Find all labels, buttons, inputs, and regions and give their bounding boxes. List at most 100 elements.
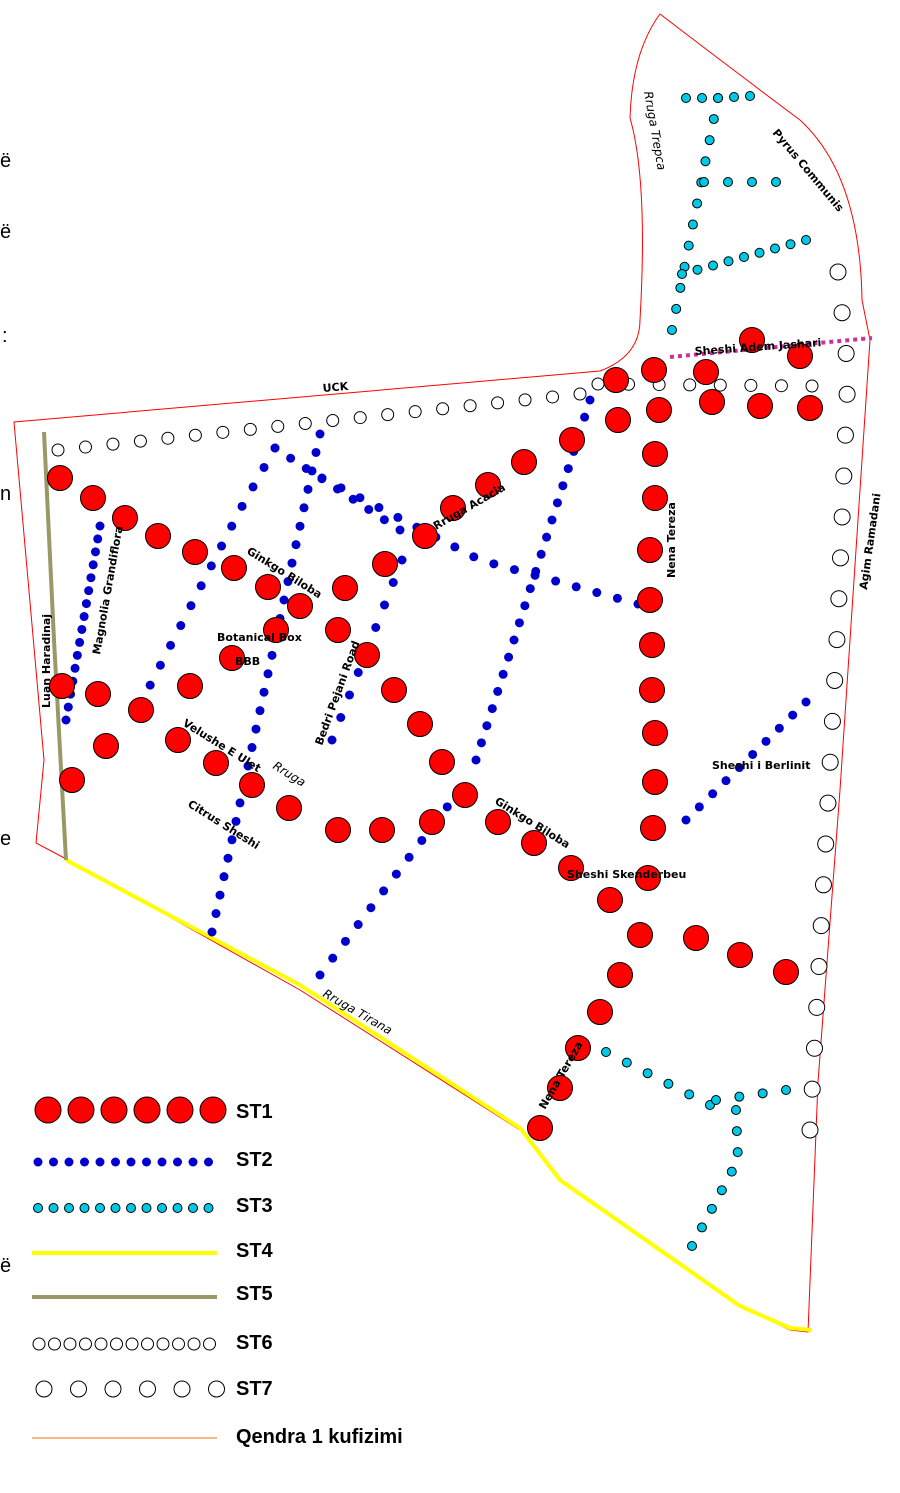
- st3-dot: [781, 1085, 791, 1095]
- st1-tree: [381, 677, 407, 703]
- st7-circle: [801, 1121, 819, 1139]
- st3-dot: [747, 177, 757, 187]
- st2-dot: [72, 650, 82, 660]
- street-label-magnolia: Magnolia Grandiflora: [90, 525, 125, 656]
- st3-dot: [663, 1078, 674, 1089]
- st3-dot: [723, 177, 733, 187]
- st2-dot: [231, 816, 241, 826]
- st2-dot: [88, 560, 98, 570]
- legend-st3-swatch: [33, 1203, 43, 1213]
- st3-dot: [754, 247, 765, 258]
- legend-st3-swatch: [64, 1203, 74, 1213]
- legend-st6-swatch: [79, 1337, 92, 1351]
- magenta-dotted-line: [669, 336, 873, 359]
- st1-tree: [635, 865, 661, 891]
- st3-dot: [697, 93, 708, 103]
- st2-dot: [279, 595, 289, 605]
- st2-dot: [450, 542, 460, 552]
- legend-st3-swatch: [95, 1203, 105, 1213]
- st1-tree: [369, 817, 395, 843]
- st2-dot: [237, 501, 247, 511]
- legend-st3-swatch: [188, 1203, 198, 1213]
- legend-label-st5: ST5: [236, 1283, 273, 1305]
- st3-dot: [734, 1091, 745, 1102]
- st2-dot: [315, 970, 325, 980]
- st2-dot: [612, 593, 622, 603]
- legend-st3-swatch: [157, 1203, 167, 1213]
- st7-circle: [833, 508, 851, 526]
- st3-dot: [801, 235, 811, 245]
- st2-dot: [336, 483, 346, 493]
- st1-tree: [603, 367, 629, 393]
- st1-tree: [739, 327, 765, 353]
- st1-tree: [597, 887, 623, 913]
- st2-dot: [328, 953, 338, 963]
- st1-tree: [607, 962, 633, 988]
- st2-dot: [585, 395, 595, 405]
- st3-dot: [696, 1222, 707, 1233]
- legend-st6-swatch: [32, 1337, 46, 1351]
- st2-dot: [217, 541, 227, 551]
- st2-dot: [345, 690, 354, 700]
- area-boundary: [13, 13, 871, 1333]
- st2-dot: [295, 521, 305, 531]
- street-label-rruga: Rruga: [270, 759, 308, 790]
- st3-dot: [770, 243, 780, 254]
- st2-dot: [592, 588, 602, 598]
- st6-circle: [408, 405, 422, 419]
- legend: ST1 ST2 ST3 ST4 ST5 ST6 ST7 Qendra 1 kuf…: [32, 1096, 403, 1448]
- st2-dot: [380, 600, 389, 610]
- st3-dot: [708, 260, 718, 271]
- st2-dot: [694, 802, 704, 812]
- st2-dot: [317, 473, 327, 483]
- st6-circle: [353, 411, 367, 425]
- st2-dot: [482, 721, 492, 731]
- st2-dot: [219, 872, 229, 882]
- st1-tree: [727, 942, 753, 968]
- st2-dot: [263, 669, 273, 679]
- st1-tree: [239, 772, 265, 798]
- st7-circle: [812, 917, 830, 935]
- street-labels: UCK Rruga Trepca Pyrus Communis Sheshi A…: [40, 90, 883, 1111]
- st2-dot: [63, 702, 73, 712]
- st1-tree: [255, 574, 281, 600]
- street-label-berlinit: Sheshi i Berlinit: [712, 759, 810, 772]
- st2-dot: [340, 936, 350, 946]
- st2-dot: [227, 835, 237, 845]
- st1-tree: [511, 449, 537, 475]
- st6-circle: [463, 399, 477, 413]
- st1-tree: [773, 959, 799, 985]
- legend-st1-swatch: [166, 1096, 194, 1124]
- st3-dot: [713, 93, 723, 103]
- edge-fragment: n: [0, 483, 11, 505]
- st1-tree: [419, 809, 445, 835]
- st2-dot: [243, 761, 253, 771]
- st2-dot: [211, 909, 221, 919]
- st1-tree: [641, 357, 667, 383]
- st7-circle: [810, 958, 828, 976]
- st3-dot: [726, 1166, 737, 1177]
- st2-dot: [388, 578, 398, 587]
- st2-dot: [379, 886, 389, 896]
- street-label-agim: Agim Ramadani: [857, 492, 883, 590]
- st2-dot: [379, 515, 389, 525]
- st1-tree: [693, 359, 719, 385]
- st4-road: [65, 858, 813, 1332]
- st2-dot: [801, 697, 811, 707]
- st6-circle: [774, 379, 788, 393]
- st1-tree: [642, 720, 668, 746]
- st2-dot: [90, 547, 100, 557]
- left-edge-fragments: ë ë : n e ë: [0, 150, 11, 1277]
- st6-circle: [78, 440, 92, 454]
- st1-tree: [699, 389, 725, 415]
- st1-tree: [640, 815, 666, 841]
- st2-dot: [215, 890, 225, 900]
- st3-dot: [681, 93, 691, 103]
- street-label-bbb: BBB: [235, 655, 260, 668]
- st2-dot: [353, 920, 363, 930]
- st1-tree: [49, 673, 75, 699]
- st2-dot: [81, 599, 91, 609]
- st3-dot: [731, 1126, 742, 1137]
- st7-circle: [838, 385, 856, 403]
- st6-circle: [326, 414, 340, 428]
